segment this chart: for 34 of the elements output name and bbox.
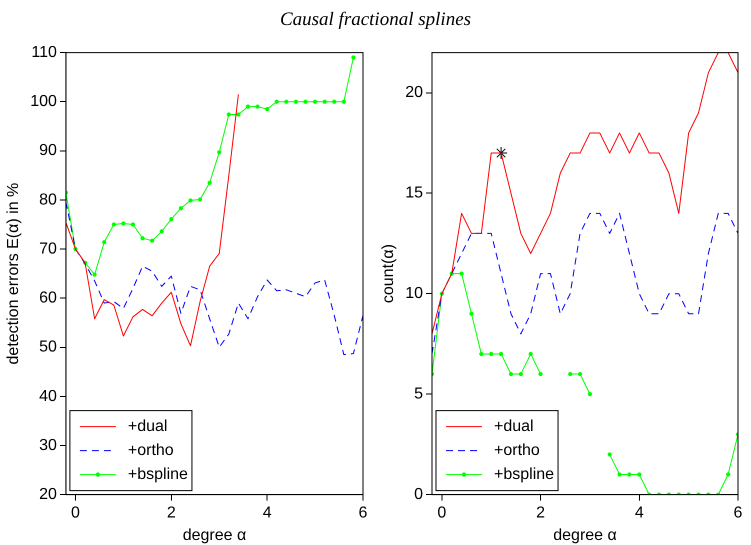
legend-label: +dual bbox=[494, 418, 534, 436]
x-tick-label: 6 bbox=[358, 504, 368, 522]
y-tick-label: 100 bbox=[30, 93, 57, 110]
y-tick-label: 50 bbox=[39, 338, 57, 356]
y-tick-label: 0 bbox=[414, 486, 424, 504]
y-tick-label: 60 bbox=[39, 290, 57, 307]
y-tick-label: 40 bbox=[39, 388, 57, 405]
y-tick-label: 80 bbox=[39, 191, 57, 208]
legend-label: +bspline bbox=[494, 466, 554, 484]
y-axis-title: detection errors E(α) in % bbox=[5, 182, 22, 364]
chart-title: Causal fractional splines bbox=[278, 8, 472, 32]
y-tick-label: 90 bbox=[39, 142, 57, 160]
y-tick-label: 10 bbox=[405, 285, 424, 302]
y-tick-label: 20 bbox=[405, 84, 424, 102]
y-tick-label: 110 bbox=[31, 44, 57, 62]
x-tick-label: 6 bbox=[734, 504, 743, 522]
y-axis-title: count(α) bbox=[380, 244, 398, 304]
legend-label: +ortho bbox=[494, 442, 540, 460]
x-tick-label: 0 bbox=[71, 504, 80, 522]
legend-label: +dual bbox=[128, 418, 168, 436]
y-tick-label: 30 bbox=[39, 436, 57, 454]
legend-label: +bspline bbox=[128, 466, 188, 484]
y-tick-label: 20 bbox=[39, 486, 57, 504]
x-tick-label: 0 bbox=[437, 504, 446, 522]
x-axis-title: degree α bbox=[182, 526, 246, 544]
legend-label: +ortho bbox=[128, 442, 174, 460]
y-tick-label: 5 bbox=[414, 386, 424, 403]
x-tick-label: 4 bbox=[262, 504, 272, 522]
x-tick-label: 2 bbox=[166, 504, 176, 522]
x-tick-label: 2 bbox=[536, 504, 546, 522]
y-tick-label: 70 bbox=[39, 240, 57, 258]
x-axis-title: degree α bbox=[553, 526, 617, 544]
y-tick-label: 15 bbox=[405, 184, 424, 202]
x-tick-label: 4 bbox=[634, 504, 644, 522]
